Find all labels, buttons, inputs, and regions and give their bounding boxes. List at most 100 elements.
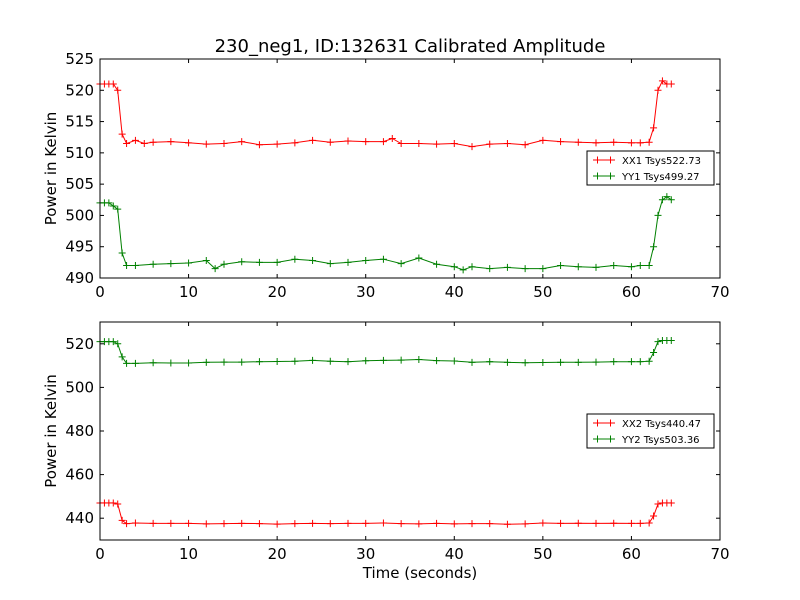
legend-label: XX2 Tsys440.47	[622, 419, 701, 430]
data-point	[521, 141, 529, 149]
y-tick-label: 525	[65, 50, 94, 68]
data-point	[167, 138, 175, 146]
data-point	[291, 139, 299, 147]
x-tick-label: 20	[268, 283, 287, 301]
x-tick-label: 70	[710, 545, 729, 563]
data-point	[433, 519, 441, 527]
legend-marker	[594, 435, 614, 443]
data-point	[131, 136, 139, 144]
data-point	[650, 512, 658, 520]
data-point	[450, 520, 458, 528]
series-2	[96, 193, 675, 274]
legend-marker	[594, 419, 614, 427]
data-point	[238, 358, 246, 366]
data-point	[650, 243, 658, 251]
legend-marker	[594, 172, 614, 180]
data-point	[503, 263, 511, 271]
legend-label: YY2 Tsys503.36	[621, 435, 700, 446]
x-tick-label: 70	[710, 283, 729, 301]
data-point	[255, 141, 263, 149]
data-point	[397, 260, 405, 268]
x-tick-label: 30	[356, 283, 375, 301]
data-point	[592, 519, 600, 527]
data-point	[557, 261, 565, 269]
data-point	[539, 359, 547, 367]
data-point	[627, 519, 635, 527]
x-tick-label: 40	[445, 283, 464, 301]
data-point	[645, 138, 653, 146]
data-point	[486, 265, 494, 273]
data-point	[397, 139, 405, 147]
data-point	[238, 519, 246, 527]
data-point	[557, 138, 565, 146]
data-point	[362, 256, 370, 264]
data-point	[610, 519, 618, 527]
data-point	[326, 260, 334, 268]
data-point	[397, 520, 405, 528]
data-point	[468, 520, 476, 528]
y-axis-label: Power in Kelvin	[42, 374, 60, 488]
data-point	[610, 138, 618, 146]
data-point	[650, 124, 658, 132]
data-point	[149, 138, 157, 146]
data-point	[468, 358, 476, 366]
data-point	[255, 358, 263, 366]
figure-title: 230_neg1, ID:132631 Calibrated Amplitude	[215, 36, 606, 57]
legend-label: XX1 Tsys522.73	[622, 156, 701, 167]
data-point	[415, 355, 423, 363]
data-point	[574, 263, 582, 271]
data-point	[220, 260, 228, 268]
data-point	[610, 261, 618, 269]
data-point	[592, 139, 600, 147]
data-point	[238, 138, 246, 146]
y-tick-label: 440	[65, 509, 94, 527]
data-point	[379, 519, 387, 527]
x-axis-label: Time (seconds)	[362, 564, 478, 582]
data-point	[255, 520, 263, 528]
y-tick-label: 480	[65, 422, 94, 440]
data-point	[344, 258, 352, 266]
data-point	[220, 520, 228, 528]
top-subplot: 0 10 20 30 40 50 60 70 490 495 500 505 510 515 520 525 P…	[42, 50, 730, 301]
data-point	[521, 265, 529, 273]
data-point	[468, 143, 476, 151]
data-point	[636, 139, 644, 147]
x-tick-label: 0	[95, 283, 105, 301]
data-point	[185, 359, 193, 367]
data-point	[539, 136, 547, 144]
data-point	[118, 130, 126, 138]
data-point	[114, 205, 122, 213]
data-point	[238, 258, 246, 266]
data-point	[109, 338, 117, 346]
y-tick-label: 490	[65, 269, 94, 287]
y-tick-label: 510	[65, 144, 94, 162]
data-point	[627, 358, 635, 366]
data-point	[273, 520, 281, 528]
data-point	[574, 138, 582, 146]
data-point	[459, 266, 467, 274]
data-point	[202, 520, 210, 528]
data-point	[255, 258, 263, 266]
y-tick-label: 515	[65, 113, 94, 131]
data-point	[149, 519, 157, 527]
x-tick-label: 20	[268, 545, 287, 563]
data-point	[592, 358, 600, 366]
legend-marker	[594, 156, 614, 164]
data-point	[123, 261, 131, 269]
data-point	[114, 500, 122, 508]
data-point	[140, 139, 148, 147]
data-point	[326, 520, 334, 528]
x-tick-label: 50	[533, 283, 552, 301]
data-point	[344, 519, 352, 527]
data-point	[415, 254, 423, 262]
data-point	[123, 139, 131, 147]
data-point	[185, 139, 193, 147]
data-point	[167, 359, 175, 367]
data-point	[654, 500, 662, 508]
data-point	[362, 519, 370, 527]
x-tick-label: 60	[622, 283, 641, 301]
data-point	[636, 519, 644, 527]
data-point	[362, 357, 370, 365]
data-point	[645, 261, 653, 269]
data-point	[503, 139, 511, 147]
